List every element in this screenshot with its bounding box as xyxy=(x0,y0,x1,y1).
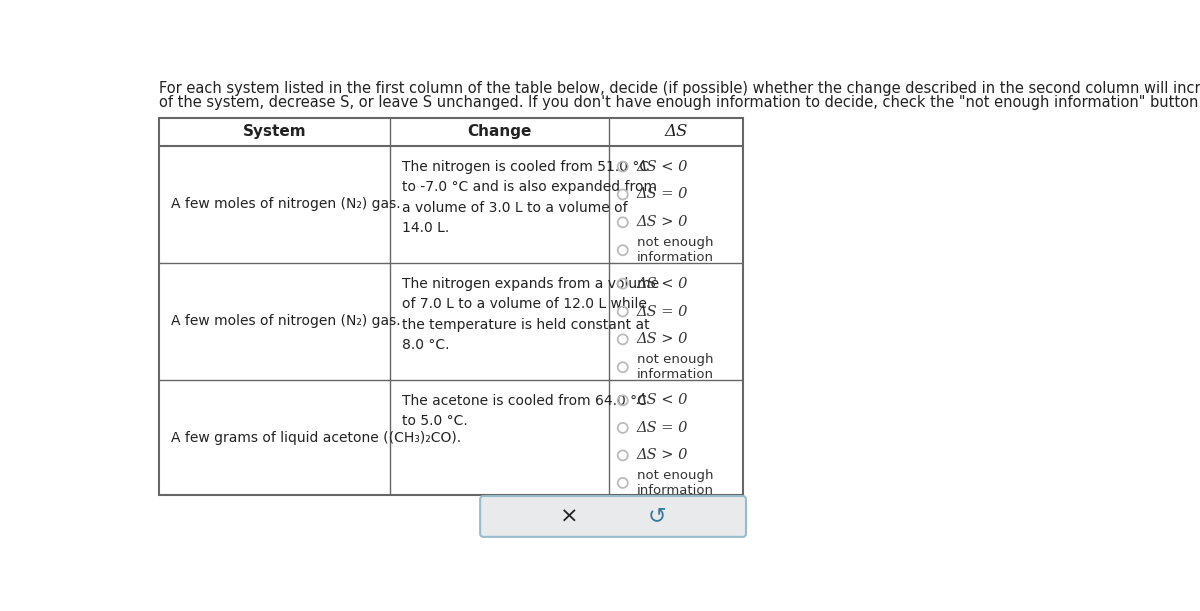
Text: ΔS = 0: ΔS = 0 xyxy=(637,421,688,435)
Text: ΔS > 0: ΔS > 0 xyxy=(637,332,688,346)
FancyBboxPatch shape xyxy=(480,496,746,537)
Text: ΔS < 0: ΔS < 0 xyxy=(637,393,688,408)
Text: The nitrogen is cooled from 51.0 °C
to -7.0 °C and is also expanded from
a volum: The nitrogen is cooled from 51.0 °C to -… xyxy=(402,159,656,235)
Text: ×: × xyxy=(559,507,578,527)
Text: not enough: not enough xyxy=(637,469,713,482)
Text: of the system, decrease S, or leave S unchanged. If you don't have enough inform: of the system, decrease S, or leave S un… xyxy=(160,95,1200,110)
Text: ΔS < 0: ΔS < 0 xyxy=(637,159,688,174)
Text: information: information xyxy=(637,368,714,381)
Text: The acetone is cooled from 64.0 °C
to 5.0 °C.: The acetone is cooled from 64.0 °C to 5.… xyxy=(402,393,647,428)
Text: not enough: not enough xyxy=(637,236,713,249)
Text: ↺: ↺ xyxy=(648,507,666,527)
Text: The nitrogen expands from a volume
of 7.0 L to a volume of 12.0 L while
the temp: The nitrogen expands from a volume of 7.… xyxy=(402,277,659,353)
Text: ΔS < 0: ΔS < 0 xyxy=(637,277,688,291)
Text: information: information xyxy=(637,484,714,497)
Text: A few moles of nitrogen (N₂) gas.: A few moles of nitrogen (N₂) gas. xyxy=(170,197,401,211)
Text: For each system listed in the first column of the table below, decide (if possib: For each system listed in the first colu… xyxy=(160,81,1200,96)
Text: A few grams of liquid acetone ((CH₃)₂CO).: A few grams of liquid acetone ((CH₃)₂CO)… xyxy=(170,431,461,445)
Text: ΔS > 0: ΔS > 0 xyxy=(637,215,688,229)
Text: information: information xyxy=(637,251,714,264)
Text: A few moles of nitrogen (N₂) gas.: A few moles of nitrogen (N₂) gas. xyxy=(170,314,401,328)
Text: ΔS > 0: ΔS > 0 xyxy=(637,448,688,463)
Text: ΔS = 0: ΔS = 0 xyxy=(637,188,688,202)
Text: System: System xyxy=(242,125,306,139)
Text: ΔS: ΔS xyxy=(664,123,688,141)
Text: not enough: not enough xyxy=(637,354,713,367)
Text: ΔS = 0: ΔS = 0 xyxy=(637,304,688,318)
Text: Change: Change xyxy=(467,125,532,139)
